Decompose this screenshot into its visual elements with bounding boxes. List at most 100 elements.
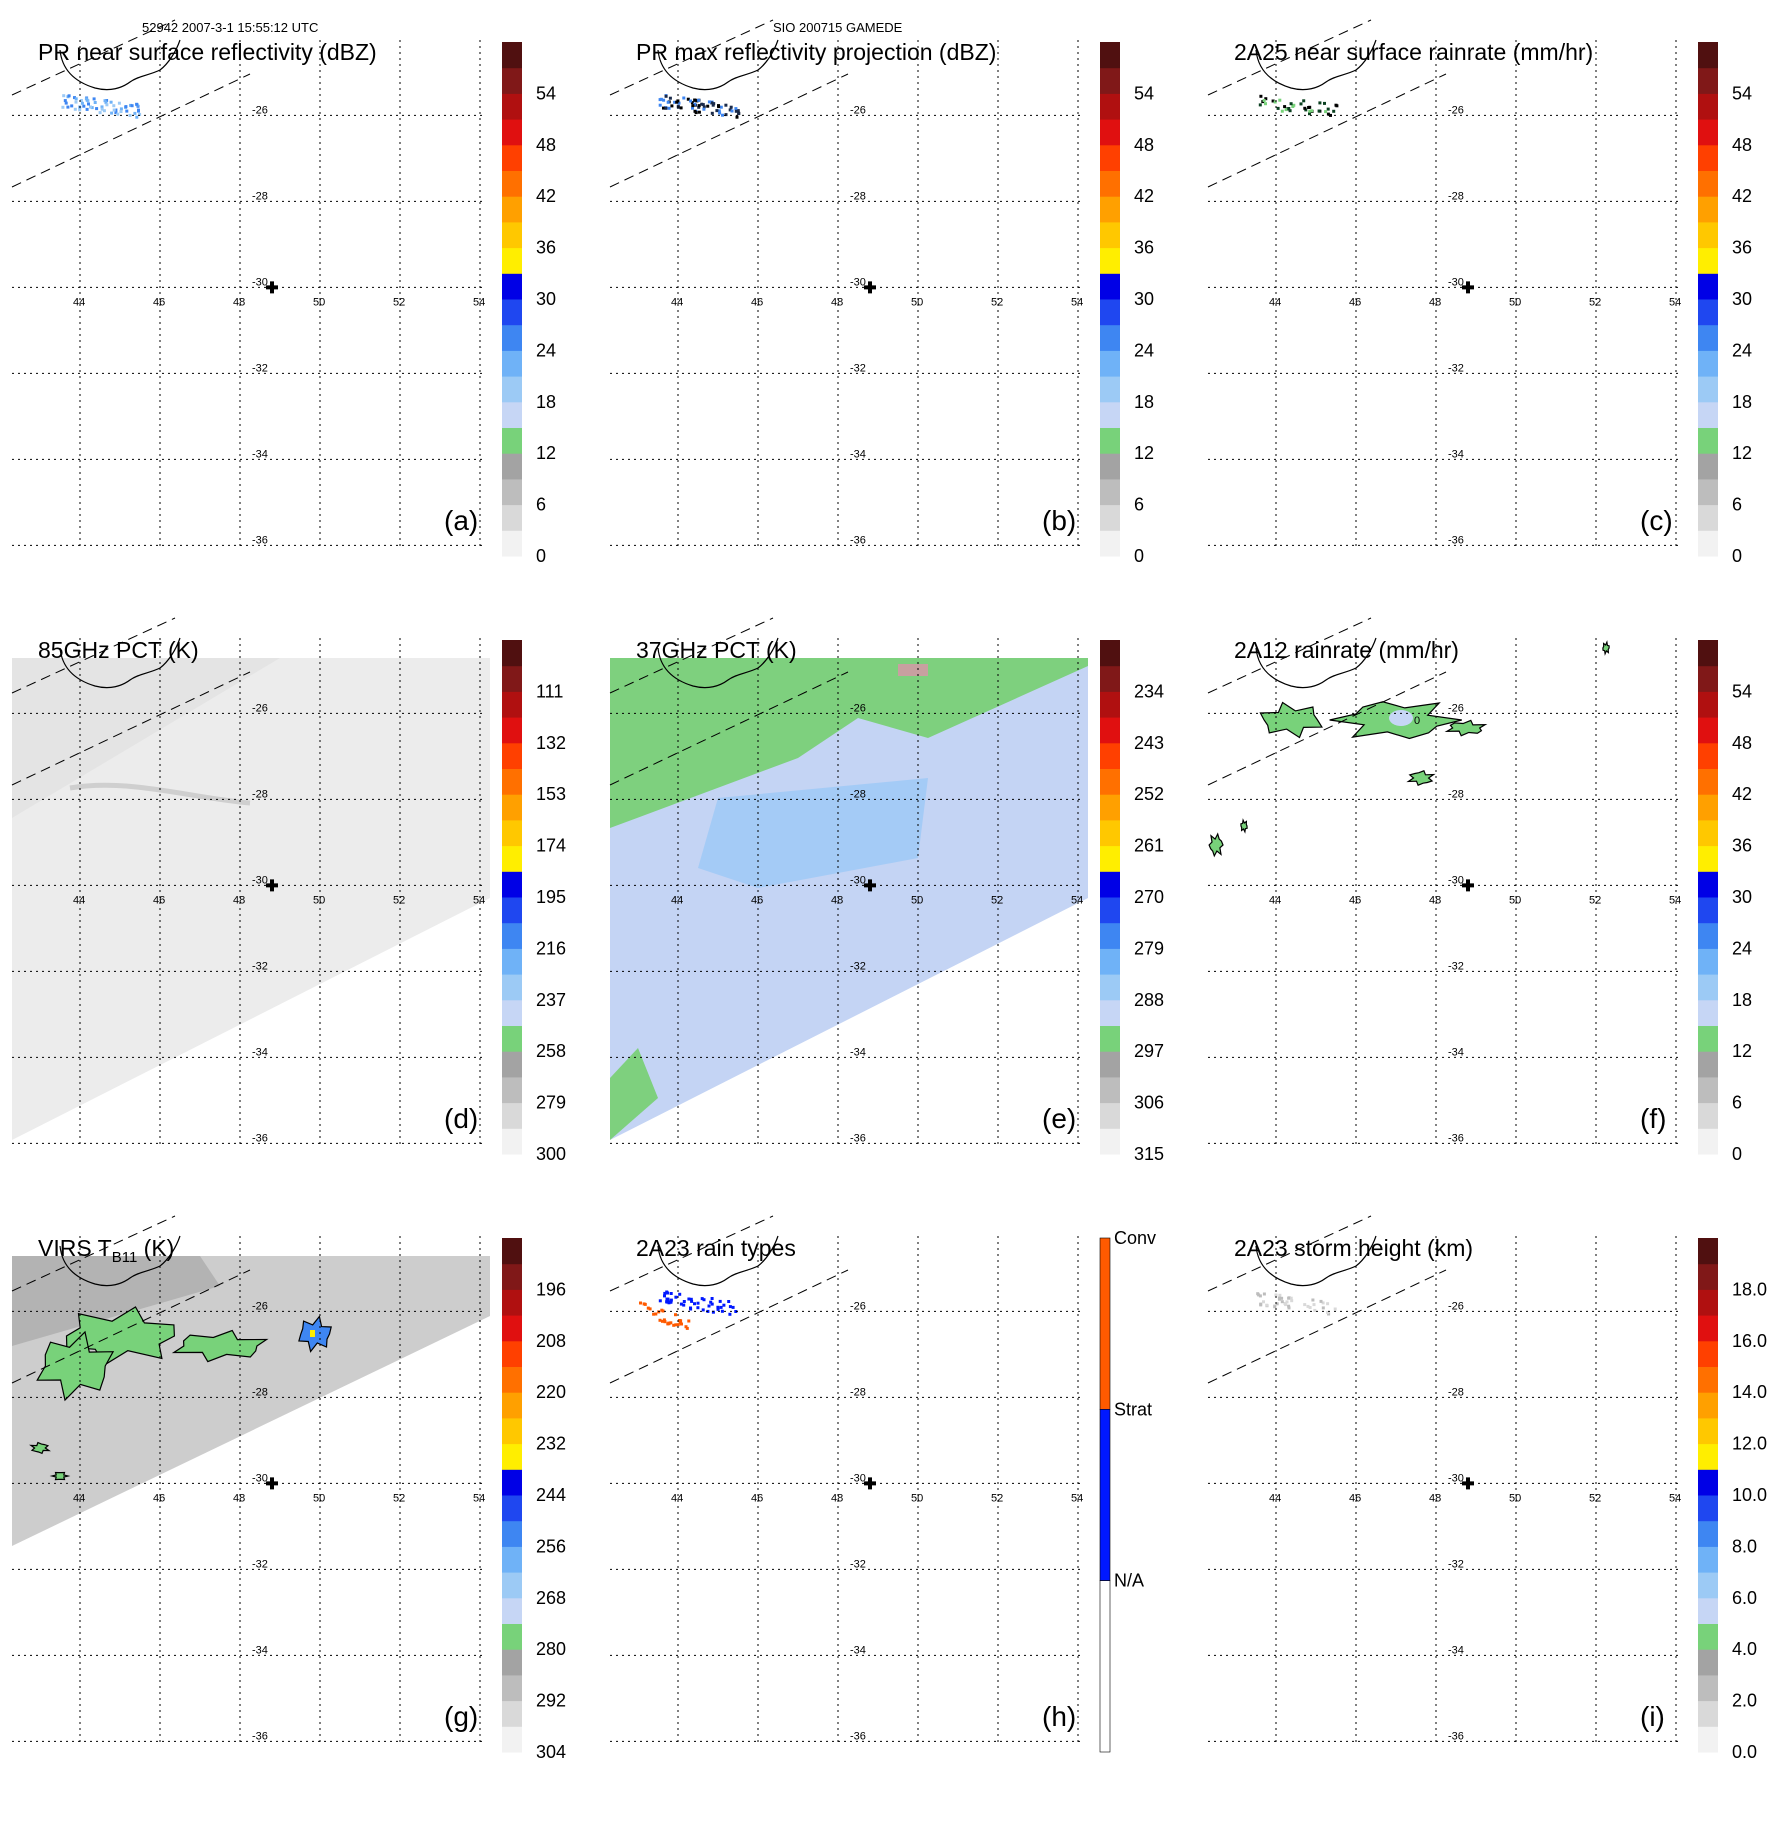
colorbar-tick-label: 36 (1134, 238, 1154, 258)
convective-pixel (654, 1312, 658, 1316)
rain-cell (1602, 640, 1610, 656)
panel-title: PR max reflectivity projection (dBZ) (636, 39, 996, 65)
cloud-shield (36, 1330, 115, 1402)
colorbar-segment (1698, 1076, 1718, 1104)
colorbar-segment (1698, 1443, 1718, 1470)
lat-tick-label: -34 (252, 1046, 268, 1058)
lon-tick-label: 52 (991, 894, 1003, 906)
reflectivity-pixel (715, 109, 719, 113)
colorbar-segment (1100, 93, 1120, 120)
storm-center-marker (1462, 879, 1474, 892)
reflectivity-pixel (721, 113, 724, 117)
lon-tick-label: 48 (831, 296, 843, 308)
stratiform-pixel (728, 1312, 732, 1316)
reflectivity-pixel (734, 107, 738, 111)
lat-tick-label: -32 (252, 362, 268, 374)
colorbar-segment (1100, 119, 1120, 146)
colorbar-segment (502, 1597, 522, 1624)
reflectivity-pixel (102, 109, 106, 113)
colorbar-category: Conv (1114, 1228, 1156, 1248)
convective-pixel (639, 1301, 642, 1305)
reflectivity-pixel (133, 111, 137, 115)
rainrate-pixel (1264, 97, 1268, 101)
land-warm-region (610, 658, 1088, 828)
reflectivity-pixel (729, 105, 733, 109)
colorbar-segment (502, 974, 522, 1001)
colorbar-segment (1100, 453, 1120, 480)
reflectivity-pixel (701, 103, 705, 107)
reflectivity-pixel (697, 110, 701, 114)
storm-height-pixel (1303, 1303, 1307, 1307)
colorbar-segment (1698, 1315, 1718, 1342)
panel-b-svg: 44 46 48 50 52 54 -26 -28 -30 -32 -34 -36 PR max ref… (609, 19, 1154, 566)
colorbar-segment (1100, 1025, 1120, 1052)
convective-pixel (687, 1319, 691, 1323)
storm-height-pixel (1280, 1296, 1284, 1300)
colorbar-tick-label: 196 (536, 1279, 566, 1299)
colorbar-segment (1698, 897, 1718, 924)
convective-pixel (680, 1322, 683, 1326)
storm-height-pixel (1280, 1300, 1284, 1304)
storm-height-pixel (1262, 1292, 1266, 1296)
stratiform-pixel (722, 1303, 726, 1307)
colorbar-segment (502, 1025, 522, 1052)
colorbar-segment (1698, 1649, 1718, 1676)
colorbar-segment (1698, 871, 1718, 898)
stratiform-pixel (690, 1299, 694, 1303)
colorbar-segment (502, 67, 522, 94)
convective-pixel (676, 1323, 680, 1327)
colorbar-tick-label: 232 (536, 1434, 566, 1454)
convective-pixel (669, 1321, 673, 1325)
panel-title: VIRS TB11 (K) (38, 1235, 174, 1266)
panel-letter: (g) (444, 1701, 478, 1732)
colorbar-segment (1698, 665, 1718, 692)
convective-pixel (674, 1323, 678, 1327)
reflectivity-pixel (710, 111, 714, 115)
convective-pixel (646, 1306, 650, 1310)
colorbar-tick-label: 252 (1134, 784, 1164, 804)
panel-letter: (b) (1042, 505, 1076, 536)
colorbar-segment (1698, 453, 1718, 480)
colorbar-segment (1698, 504, 1718, 531)
stratiform-pixel (696, 1301, 700, 1305)
reflectivity-pixel (103, 99, 107, 103)
lat-tick-label: -28 (252, 1386, 268, 1398)
stratiform-pixel (665, 1300, 669, 1304)
colorbar-tick-label: 30 (536, 289, 556, 309)
stratiform-pixel (719, 1305, 723, 1309)
storm-height-pixel (1321, 1301, 1325, 1305)
colorbar-tick-label: 0.0 (1732, 1742, 1757, 1762)
colorbar-tick-label: 4.0 (1732, 1639, 1757, 1659)
colorbar-segment (1698, 299, 1718, 326)
map-layer-b (609, 19, 1080, 550)
convective-pixel (684, 1325, 688, 1329)
colorbar-segment (502, 1051, 522, 1078)
lat-tick-label: -28 (850, 1386, 866, 1398)
colorbar (1698, 1238, 1718, 1753)
reflectivity-pixel (74, 97, 78, 101)
swath-edge-upper (11, 617, 176, 694)
reflectivity-pixel (135, 115, 139, 119)
reflectivity-pixel (730, 109, 734, 113)
lat-tick-label: -30 (1448, 1472, 1464, 1484)
stratiform-pixel (728, 1305, 732, 1309)
lat-tick-label: -36 (252, 1730, 268, 1742)
colorbar-tick-label: 6 (1732, 495, 1742, 515)
lat-tick-label: -32 (252, 960, 268, 972)
reflectivity-pixel (670, 104, 674, 108)
panel-g: 44 46 48 50 52 54 -26 -28 -30 -32 -34 -36 VIRS TB11 … (0, 1215, 600, 1826)
colorbar-segment (1100, 324, 1120, 351)
land-dark (12, 1256, 220, 1346)
colorbar-segment (1100, 530, 1120, 557)
reflectivity-pixel (686, 97, 690, 101)
reflectivity-pixel (87, 102, 90, 106)
reflectivity-pixel (114, 111, 118, 114)
rainrate-pixel (1283, 105, 1287, 109)
storm-center-marker (1462, 1477, 1474, 1490)
storm-height-pixel (1327, 1312, 1331, 1316)
lat-tick-label: -26 (850, 104, 866, 116)
hot-spot (898, 664, 928, 676)
colorbar-segment (1100, 819, 1120, 847)
colorbar-tick-label: 24 (1732, 340, 1752, 360)
lon-tick-label: 46 (153, 1492, 165, 1504)
